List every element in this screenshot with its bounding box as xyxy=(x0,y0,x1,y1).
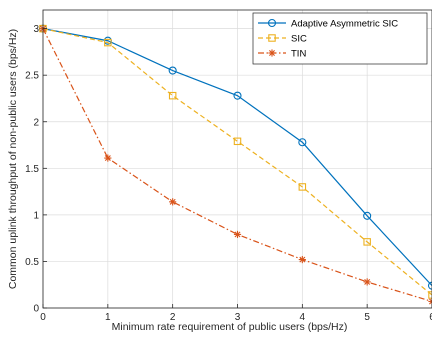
data-point-tin xyxy=(104,154,112,162)
legend-label-tin: TIN xyxy=(291,49,306,60)
data-point-tin xyxy=(428,297,432,306)
data-point-tin xyxy=(233,230,242,239)
y-tick-label: 1.5 xyxy=(25,164,39,175)
legend-marker-tin xyxy=(268,49,276,57)
y-tick-label: 0.5 xyxy=(25,257,39,268)
data-point-sic xyxy=(298,183,307,191)
data-point-sic xyxy=(104,38,112,47)
legend-label-adaptive-asymmetric-sic: Adaptive Asymmetric SIC xyxy=(291,19,398,30)
data-point-tin xyxy=(363,278,371,286)
data-point-adaptive-asymmetric-sic xyxy=(363,211,372,220)
ticks: 0 1 2 3 4 5 6 0 0.5 1 1.5 2 2.5 3 xyxy=(25,24,432,323)
y-tick-label: 2.5 xyxy=(25,71,39,82)
legend-label-sic: SIC xyxy=(291,34,307,45)
y-tick-label: 2 xyxy=(33,117,39,128)
legend-marker-adaptive-asymmetric-sic xyxy=(267,18,277,28)
legend-marker-sic xyxy=(268,34,276,42)
x-tick-label: 5 xyxy=(364,312,370,323)
data-point-adaptive-asymmetric-sic xyxy=(233,91,242,100)
legend: Adaptive Asymmetric SIC SIC TIN xyxy=(252,12,428,65)
x-axis-label: Minimum rate requirement of public users… xyxy=(112,321,348,333)
x-tick-label: 6 xyxy=(429,312,432,323)
data-point-sic xyxy=(363,238,371,246)
data-point-sic xyxy=(233,137,242,146)
data-point-adaptive-asymmetric-sic xyxy=(427,281,432,290)
y-tick-label: 3 xyxy=(33,24,39,35)
y-tick-label: 0 xyxy=(33,304,39,315)
x-tick-label: 0 xyxy=(40,312,46,323)
x-tick-label: 2 xyxy=(170,312,176,323)
x-tick-label: 4 xyxy=(300,312,306,323)
data-point-tin xyxy=(169,198,177,206)
y-axis-label: Common uplink throughput of non-public u… xyxy=(7,29,19,289)
x-tick-label: 3 xyxy=(235,312,241,323)
x-tick-label: 1 xyxy=(105,312,111,323)
series-line-sic xyxy=(42,28,432,296)
data-point-adaptive-asymmetric-sic xyxy=(298,138,307,147)
data-point-tin xyxy=(298,255,306,264)
data-point-sic xyxy=(168,91,177,100)
series-line-adaptive-asymmetric-sic xyxy=(42,28,432,287)
data-point-adaptive-asymmetric-sic xyxy=(168,66,177,75)
y-tick-label: 1 xyxy=(33,210,39,221)
